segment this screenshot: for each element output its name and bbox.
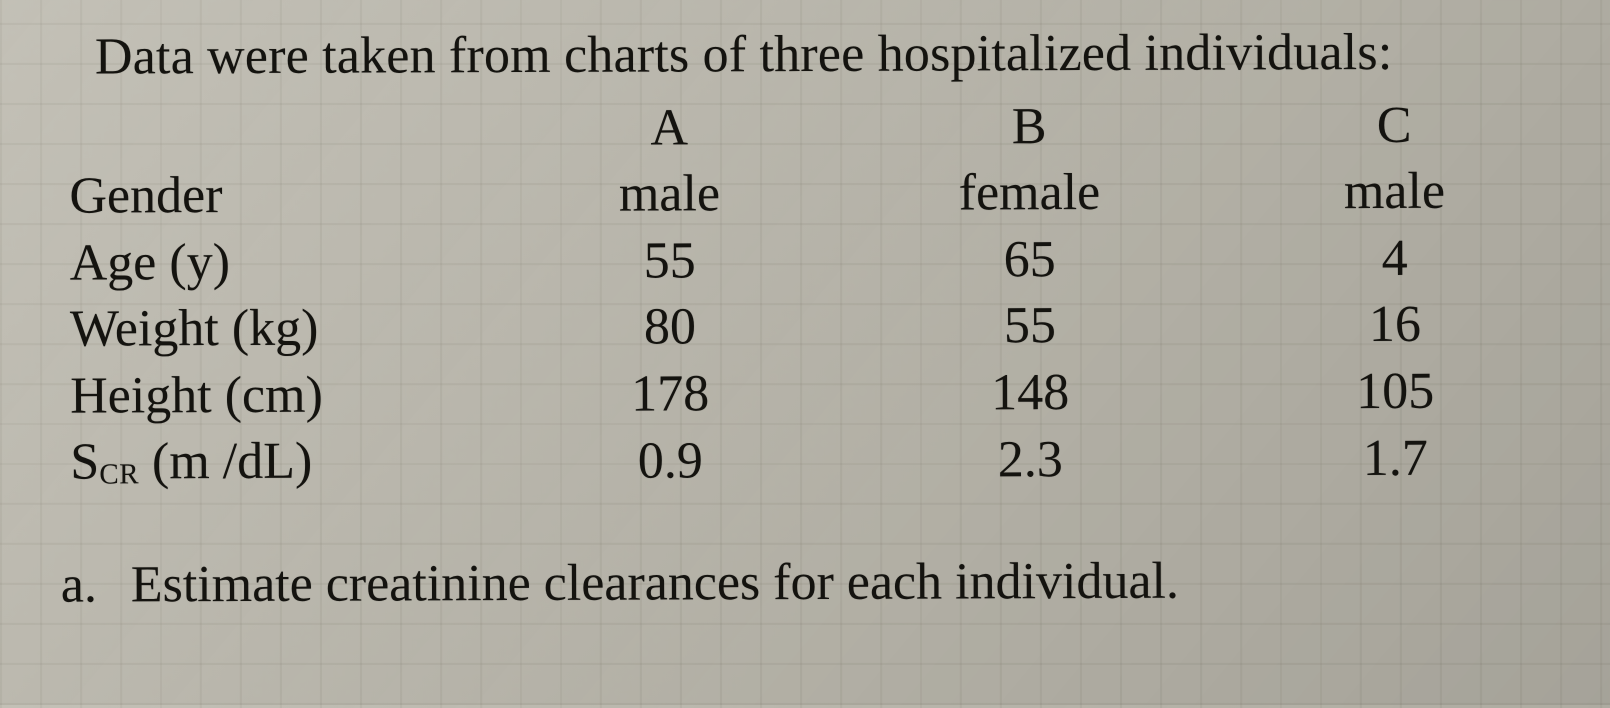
page: Data were taken from charts of three hos… (0, 0, 1610, 708)
row-label-gender: Gender (59, 162, 499, 230)
table-row: Age (y) 55 65 4 (60, 225, 1570, 297)
question-marker: a. (61, 555, 101, 614)
table-row: Gender male female male (59, 158, 1569, 230)
intro-text: Data were taken from charts of three hos… (95, 25, 1569, 85)
row-label-scr: SCR (m /dL) (60, 428, 500, 497)
table-row: Weight (kg) 80 55 16 (60, 292, 1570, 364)
cell-gender-C: male (1219, 158, 1569, 226)
patient-data-table: A B C Gender male female male Age (y) 55… (59, 92, 1570, 497)
cell-gender-B: female (839, 160, 1219, 228)
cell-scr-A: 0.9 (500, 427, 840, 495)
cell-scr-B: 2.3 (840, 426, 1220, 495)
table-row: SCR (m /dL) 0.9 2.3 1.7 (60, 425, 1570, 497)
row-label-age: Age (y) (60, 229, 500, 297)
cell-weight-B: 55 (840, 293, 1220, 361)
row-label-weight: Weight (kg) (60, 295, 500, 363)
cell-height-A: 178 (500, 361, 840, 429)
table-header-C: C (1219, 92, 1569, 160)
table-header-A: A (499, 94, 839, 162)
question-a: a. Estimate creatinine clearances for ea… (61, 550, 1571, 614)
cell-age-C: 4 (1220, 225, 1570, 293)
question-text: Estimate creatinine clearances for each … (131, 552, 1179, 613)
table-header-blank (59, 96, 499, 164)
cell-scr-C: 1.7 (1220, 425, 1570, 493)
table-header-B: B (839, 93, 1219, 161)
table-header-row: A B C (59, 92, 1569, 164)
cell-height-C: 105 (1220, 358, 1570, 426)
row-label-height: Height (cm) (60, 362, 500, 430)
cell-weight-A: 80 (500, 294, 840, 362)
cell-weight-C: 16 (1220, 292, 1570, 360)
cell-age-A: 55 (500, 228, 840, 296)
table-row: Height (cm) 178 148 105 (60, 358, 1570, 430)
cell-age-B: 65 (840, 226, 1220, 294)
cell-height-B: 148 (840, 359, 1220, 427)
cell-gender-A: male (499, 161, 839, 229)
